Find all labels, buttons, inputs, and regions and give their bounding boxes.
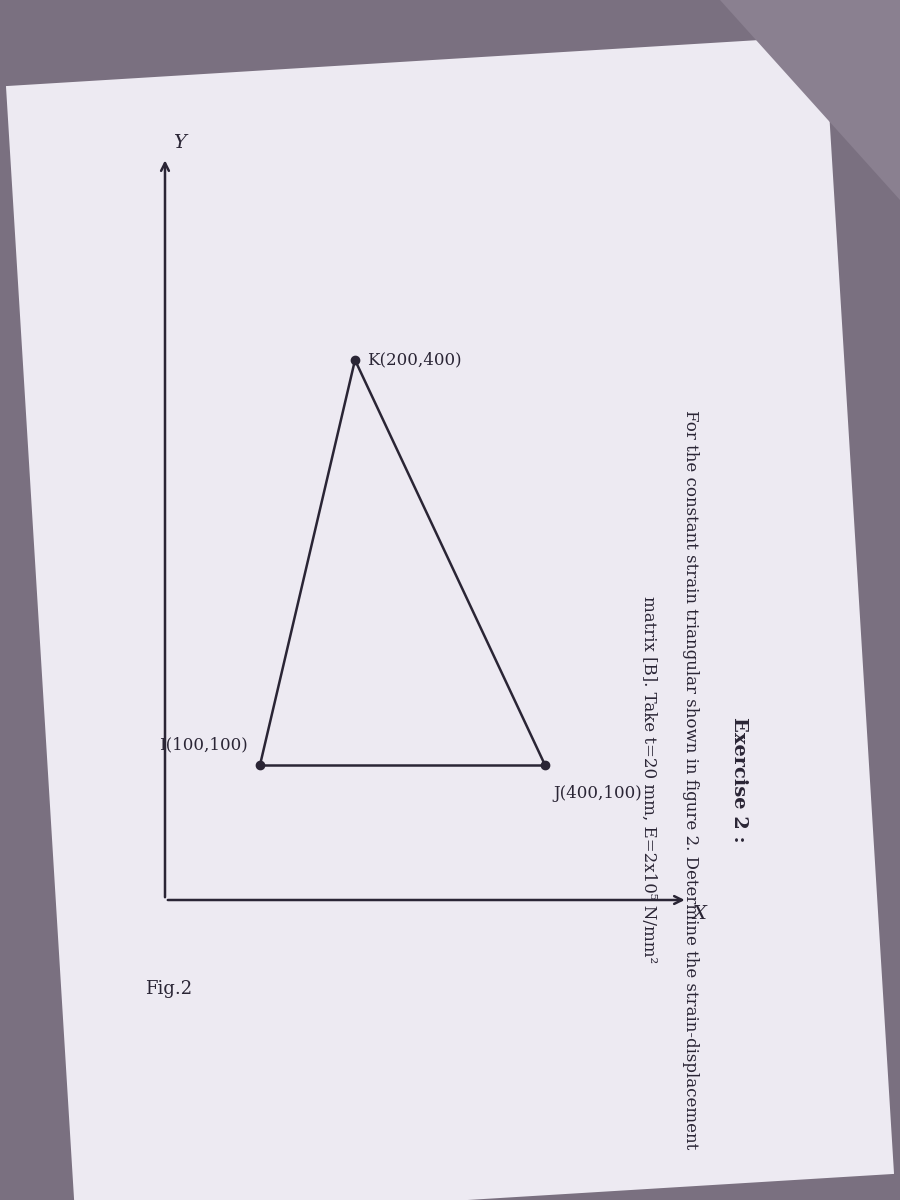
Text: Fig.2: Fig.2 bbox=[145, 980, 192, 998]
Polygon shape bbox=[6, 36, 894, 1200]
Text: K(200,400): K(200,400) bbox=[367, 352, 462, 368]
Text: Y: Y bbox=[173, 134, 186, 152]
Text: J(400,100): J(400,100) bbox=[553, 785, 642, 802]
Text: X: X bbox=[692, 905, 706, 923]
Text: Exercise 2 :: Exercise 2 : bbox=[730, 718, 748, 842]
Text: For the constant strain triangular shown in figure 2. Determine the strain-displ: For the constant strain triangular shown… bbox=[682, 410, 699, 1150]
Text: I(100,100): I(100,100) bbox=[159, 736, 248, 754]
Text: matrix [B]. Take t=20 mm, E=2x10⁵ N/mm²: matrix [B]. Take t=20 mm, E=2x10⁵ N/mm² bbox=[640, 596, 657, 964]
Polygon shape bbox=[720, 0, 900, 200]
